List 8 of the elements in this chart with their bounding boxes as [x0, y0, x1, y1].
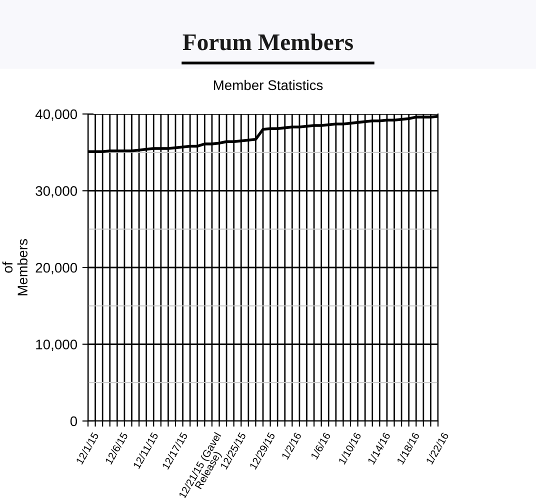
y-tick-label: 30,000 — [36, 186, 78, 198]
chart-title: Forum Members — [182, 34, 353, 50]
y-tick-label: 20,000 — [36, 262, 78, 274]
y-tick-label: 0 — [70, 416, 78, 426]
chart-subtitle: Member Statistics — [214, 80, 323, 90]
y-tick-label: 10,000 — [36, 340, 78, 352]
y-axis-title: of Members — [2, 239, 28, 296]
y-tick-label: 40,000 — [35, 109, 78, 121]
